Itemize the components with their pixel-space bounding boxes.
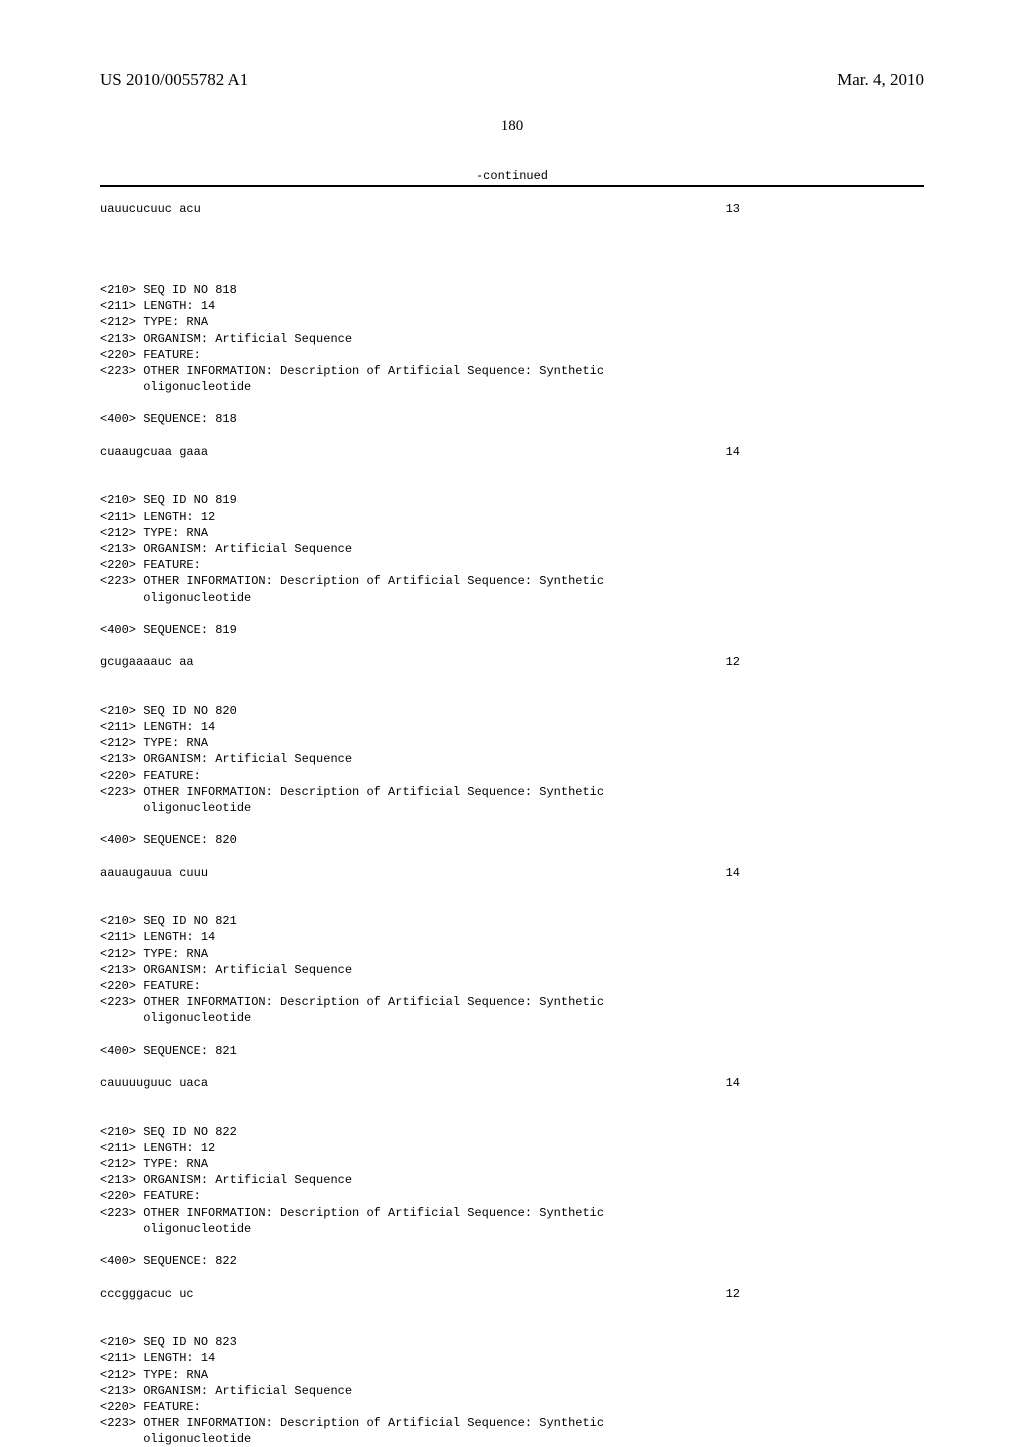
seq-first-len: 13 [726, 201, 740, 217]
seq-row: cauuuuguuc uaca 14 [100, 1075, 740, 1091]
continued-label: -continued [100, 169, 924, 183]
page-number: 180 [100, 118, 924, 135]
seq-len: 14 [726, 865, 740, 881]
page-container: US 2010/0055782 A1 Mar. 4, 2010 180 -con… [0, 0, 1024, 1320]
seq-row: aauaugauua cuuu 14 [100, 865, 740, 881]
seq-first-row: uauucucuuc acu 13 [100, 201, 740, 217]
seq-row: cuaaugcuaa gaaa 14 [100, 444, 740, 460]
seq-len: 12 [726, 1286, 740, 1302]
seq-len: 14 [726, 444, 740, 460]
seq-row: gcugaaaauc aa 12 [100, 654, 740, 670]
seq-len: 14 [726, 1075, 740, 1091]
seq-first-text: uauucucuuc acu [100, 201, 201, 217]
page-header: US 2010/0055782 A1 Mar. 4, 2010 [100, 70, 924, 90]
entries-container: <210> SEQ ID NO 818 <211> LENGTH: 14 <21… [100, 250, 924, 1447]
seq-text: cuaaugcuaa gaaa [100, 444, 208, 460]
seq-text: cauuuuguuc uaca [100, 1075, 208, 1091]
seq-row: cccgggacuc uc 12 [100, 1286, 740, 1302]
sequence-listing-body: -continued uauucucuuc acu 13 <210> SEQ ID… [100, 169, 924, 1447]
divider-top [100, 185, 924, 187]
doc-number: US 2010/0055782 A1 [100, 70, 248, 90]
seq-text: cccgggacuc uc [100, 1286, 194, 1302]
seq-len: 12 [726, 654, 740, 670]
seq-text: gcugaaaauc aa [100, 654, 194, 670]
seq-text: aauaugauua cuuu [100, 865, 208, 881]
doc-date: Mar. 4, 2010 [837, 70, 924, 90]
content-block: uauucucuuc acu 13 <210> SEQ ID NO 818 <21… [100, 201, 924, 1447]
